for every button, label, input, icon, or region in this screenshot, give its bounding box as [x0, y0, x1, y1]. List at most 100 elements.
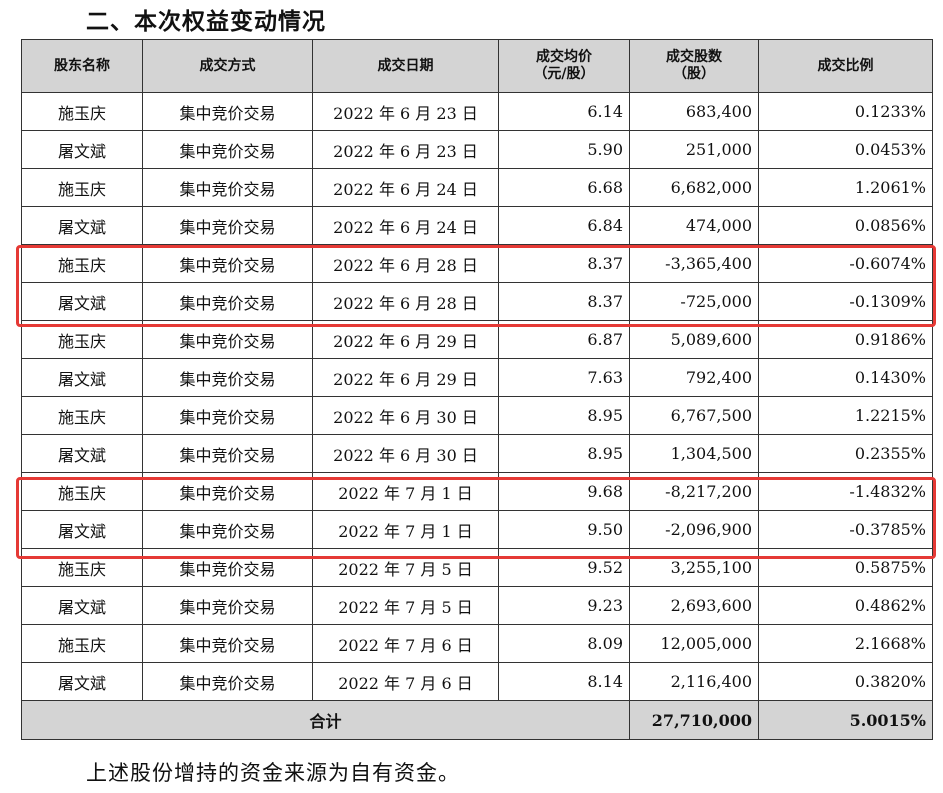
- cell-date: 2022 年 7 月 1 日: [312, 472, 499, 511]
- table-row: 施玉庆 集中竞价交易 2022 年 7 月 5 日 9.52 3,255,100…: [21, 548, 933, 587]
- cell-shares: -725,000: [629, 282, 759, 321]
- header-shares-line1: 成交股数: [666, 49, 722, 65]
- cell-method: 集中竞价交易: [142, 510, 313, 549]
- cell-date: 2022 年 7 月 1 日: [312, 510, 499, 549]
- table-row: 施玉庆 集中竞价交易 2022 年 6 月 29 日 6.87 5,089,60…: [21, 320, 933, 359]
- cell-price: 9.50: [498, 510, 630, 549]
- cell-shares: -8,217,200: [629, 472, 759, 511]
- cell-price: 5.90: [498, 130, 630, 169]
- table-row: 施玉庆 集中竞价交易 2022 年 6 月 23 日 6.14 683,400 …: [21, 92, 933, 131]
- cell-ratio: 2.1668%: [758, 624, 933, 663]
- cell-method: 集中竞价交易: [142, 130, 313, 169]
- cell-price: 7.63: [498, 358, 630, 397]
- cell-date: 2022 年 6 月 29 日: [312, 320, 499, 359]
- cell-shareholder: 施玉庆: [21, 92, 143, 131]
- cell-shares: 474,000: [629, 206, 759, 245]
- table-row: 屠文斌 集中竞价交易 2022 年 6 月 29 日 7.63 792,400 …: [21, 358, 933, 397]
- total-ratio: 5.0015%: [758, 700, 933, 740]
- header-shareholder: 股东名称: [21, 39, 143, 93]
- cell-shares: 792,400: [629, 358, 759, 397]
- cell-price: 8.37: [498, 244, 630, 283]
- cell-shares: 5,089,600: [629, 320, 759, 359]
- cell-date: 2022 年 6 月 23 日: [312, 92, 499, 131]
- cell-price: 9.52: [498, 548, 630, 587]
- total-shares: 27,710,000: [629, 700, 759, 740]
- cell-shareholder: 屠文斌: [21, 434, 143, 473]
- table-header-row: 股东名称 成交方式 成交日期 成交均价 （元/股） 成交股数 （股） 成交比例: [21, 39, 933, 93]
- cell-date: 2022 年 6 月 23 日: [312, 130, 499, 169]
- cell-ratio: 0.1233%: [758, 92, 933, 131]
- table-row: 屠文斌 集中竞价交易 2022 年 6 月 28 日 8.37 -725,000…: [21, 282, 933, 321]
- cell-shares: 251,000: [629, 130, 759, 169]
- cell-shares: 1,304,500: [629, 434, 759, 473]
- cell-date: 2022 年 6 月 28 日: [312, 244, 499, 283]
- header-method: 成交方式: [142, 39, 313, 93]
- cell-ratio: 0.1430%: [758, 358, 933, 397]
- cell-price: 9.23: [498, 586, 630, 625]
- table-row: 施玉庆 集中竞价交易 2022 年 6 月 30 日 8.95 6,767,50…: [21, 396, 933, 435]
- table-row: 屠文斌 集中竞价交易 2022 年 7 月 6 日 8.14 2,116,400…: [21, 662, 933, 701]
- cell-ratio: 0.5875%: [758, 548, 933, 587]
- cell-shareholder: 屠文斌: [21, 510, 143, 549]
- cell-ratio: 1.2215%: [758, 396, 933, 435]
- cell-date: 2022 年 6 月 24 日: [312, 168, 499, 207]
- cell-method: 集中竞价交易: [142, 434, 313, 473]
- cell-shareholder: 屠文斌: [21, 206, 143, 245]
- cell-shares: 6,682,000: [629, 168, 759, 207]
- total-label: 合计: [21, 700, 630, 740]
- cell-shareholder: 施玉庆: [21, 624, 143, 663]
- cell-ratio: 0.0453%: [758, 130, 933, 169]
- cell-shares: 2,693,600: [629, 586, 759, 625]
- cell-price: 6.14: [498, 92, 630, 131]
- header-shares-line2: （股）: [673, 66, 715, 82]
- cell-price: 6.87: [498, 320, 630, 359]
- cell-method: 集中竞价交易: [142, 396, 313, 435]
- cell-date: 2022 年 7 月 6 日: [312, 662, 499, 701]
- table-row: 屠文斌 集中竞价交易 2022 年 7 月 1 日 9.50 -2,096,90…: [21, 510, 933, 549]
- total-row: 合计 27,710,000 5.0015%: [21, 700, 933, 740]
- cell-price: 8.14: [498, 662, 630, 701]
- table-row: 施玉庆 集中竞价交易 2022 年 6 月 24 日 6.68 6,682,00…: [21, 168, 933, 207]
- cell-ratio: 1.2061%: [758, 168, 933, 207]
- cell-price: 8.95: [498, 434, 630, 473]
- cell-ratio: 0.3820%: [758, 662, 933, 701]
- cell-method: 集中竞价交易: [142, 92, 313, 131]
- cell-method: 集中竞价交易: [142, 548, 313, 587]
- table-row: 施玉庆 集中竞价交易 2022 年 7 月 1 日 9.68 -8,217,20…: [21, 472, 933, 511]
- cell-method: 集中竞价交易: [142, 358, 313, 397]
- cell-method: 集中竞价交易: [142, 624, 313, 663]
- table-row: 屠文斌 集中竞价交易 2022 年 6 月 24 日 6.84 474,000 …: [21, 206, 933, 245]
- cell-shares: 6,767,500: [629, 396, 759, 435]
- cell-ratio: -0.1309%: [758, 282, 933, 321]
- cell-shares: 12,005,000: [629, 624, 759, 663]
- cell-method: 集中竞价交易: [142, 320, 313, 359]
- footnote: 上述股份增持的资金来源为自有资金。: [86, 761, 460, 785]
- header-avg-price-line1: 成交均价: [536, 49, 592, 65]
- cell-method: 集中竞价交易: [142, 586, 313, 625]
- cell-date: 2022 年 6 月 24 日: [312, 206, 499, 245]
- cell-price: 8.09: [498, 624, 630, 663]
- equity-change-table: 股东名称 成交方式 成交日期 成交均价 （元/股） 成交股数 （股） 成交比例 施玉…: [21, 39, 933, 740]
- cell-shareholder: 屠文斌: [21, 662, 143, 701]
- cell-date: 2022 年 7 月 6 日: [312, 624, 499, 663]
- cell-ratio: 0.9186%: [758, 320, 933, 359]
- header-shares: 成交股数 （股）: [629, 39, 759, 93]
- cell-date: 2022 年 6 月 30 日: [312, 434, 499, 473]
- cell-date: 2022 年 7 月 5 日: [312, 548, 499, 587]
- cell-shareholder: 屠文斌: [21, 586, 143, 625]
- cell-method: 集中竞价交易: [142, 244, 313, 283]
- cell-date: 2022 年 6 月 29 日: [312, 358, 499, 397]
- cell-ratio: 0.4862%: [758, 586, 933, 625]
- header-avg-price: 成交均价 （元/股）: [498, 39, 630, 93]
- header-avg-price-line2: （元/股）: [533, 66, 595, 82]
- table-row: 屠文斌 集中竞价交易 2022 年 6 月 30 日 8.95 1,304,50…: [21, 434, 933, 473]
- header-date: 成交日期: [312, 39, 499, 93]
- cell-method: 集中竞价交易: [142, 206, 313, 245]
- cell-price: 8.95: [498, 396, 630, 435]
- cell-shares: 2,116,400: [629, 662, 759, 701]
- cell-price: 8.37: [498, 282, 630, 321]
- cell-price: 6.84: [498, 206, 630, 245]
- cell-price: 6.68: [498, 168, 630, 207]
- cell-ratio: 0.0856%: [758, 206, 933, 245]
- cell-method: 集中竞价交易: [142, 662, 313, 701]
